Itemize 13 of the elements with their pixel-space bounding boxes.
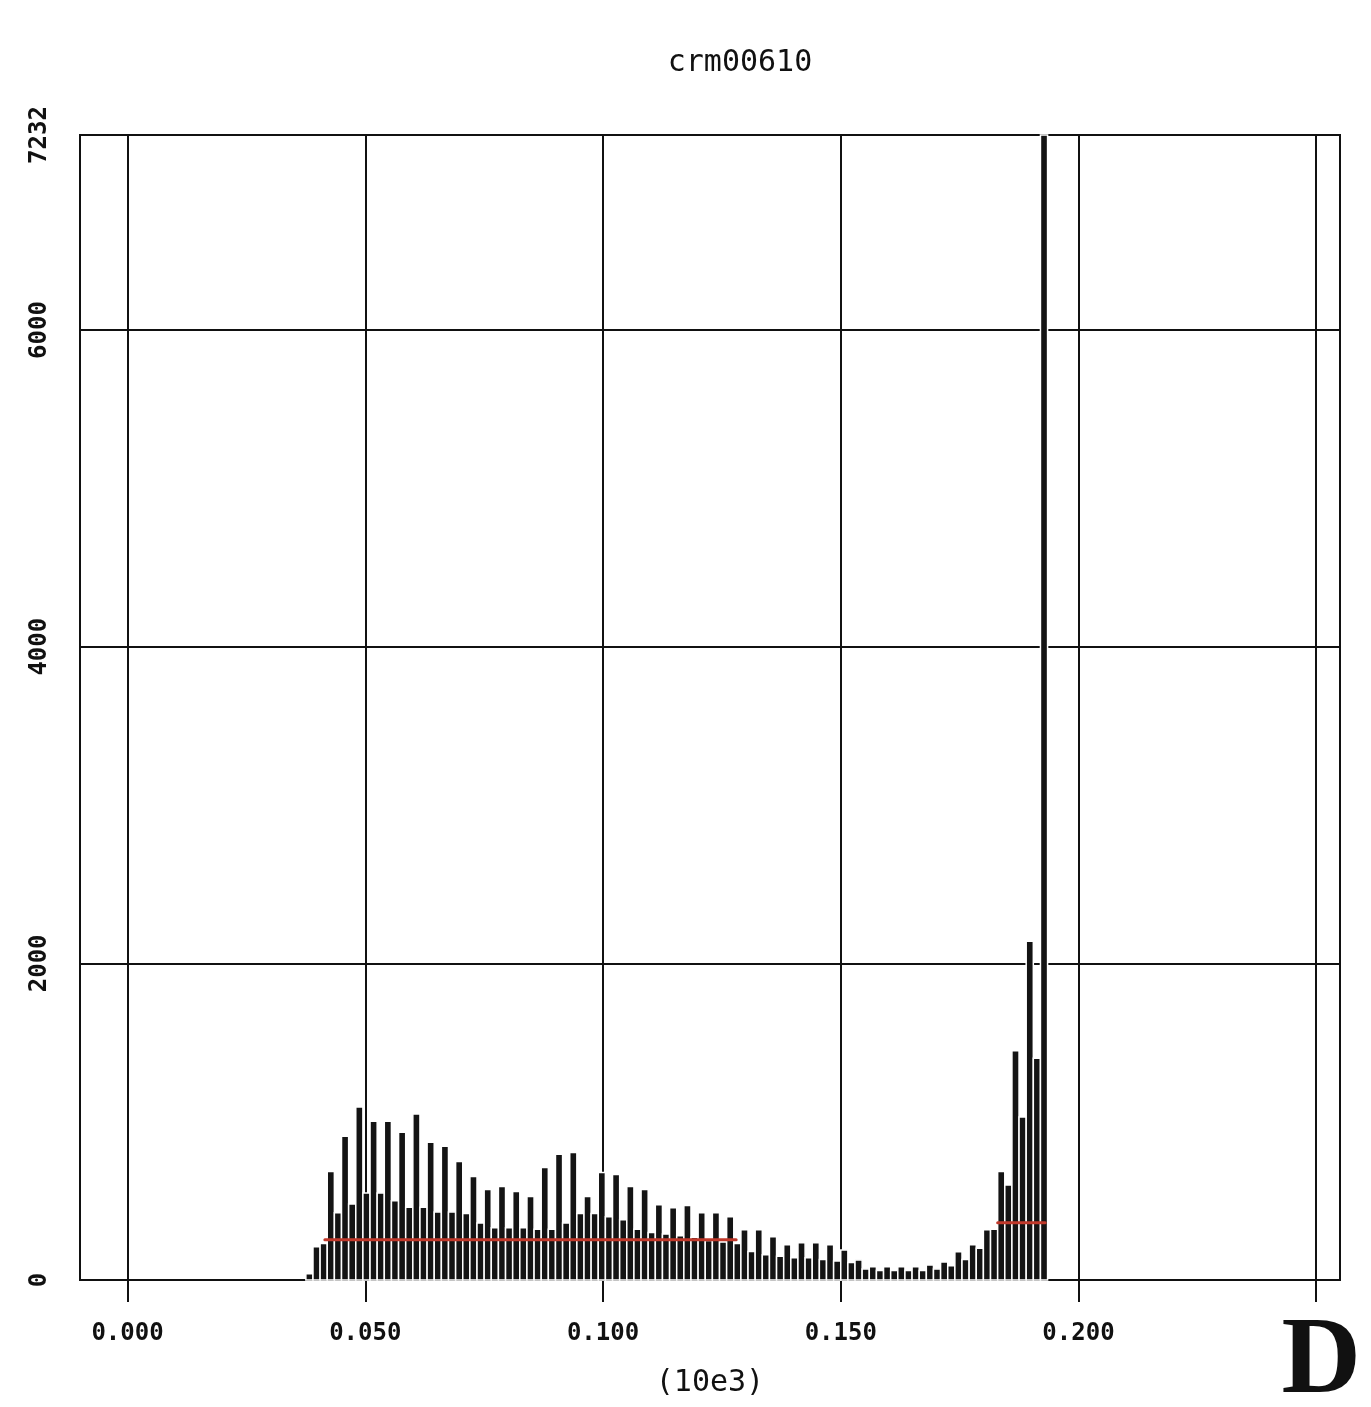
y-tick-label: 0 <box>24 1272 52 1288</box>
y-tick-label: 6000 <box>24 301 52 359</box>
chart-title: crm00610 <box>667 42 813 78</box>
text: D <box>1281 1294 1361 1407</box>
x-tick-label: 0.050 <box>329 1318 402 1346</box>
x-tick-label: 0.100 <box>566 1318 640 1346</box>
y-tick-label: 7232 <box>24 106 52 164</box>
x-tick-label: 0.200 <box>1042 1318 1115 1346</box>
x-axis-title: (10e3) <box>655 1362 765 1398</box>
x-tick-label: 0.150 <box>804 1318 877 1346</box>
y-tick-label: 4000 <box>24 617 52 676</box>
x-tick-label: 0.000 <box>91 1318 164 1346</box>
y-tick-label: 2000 <box>24 934 52 993</box>
